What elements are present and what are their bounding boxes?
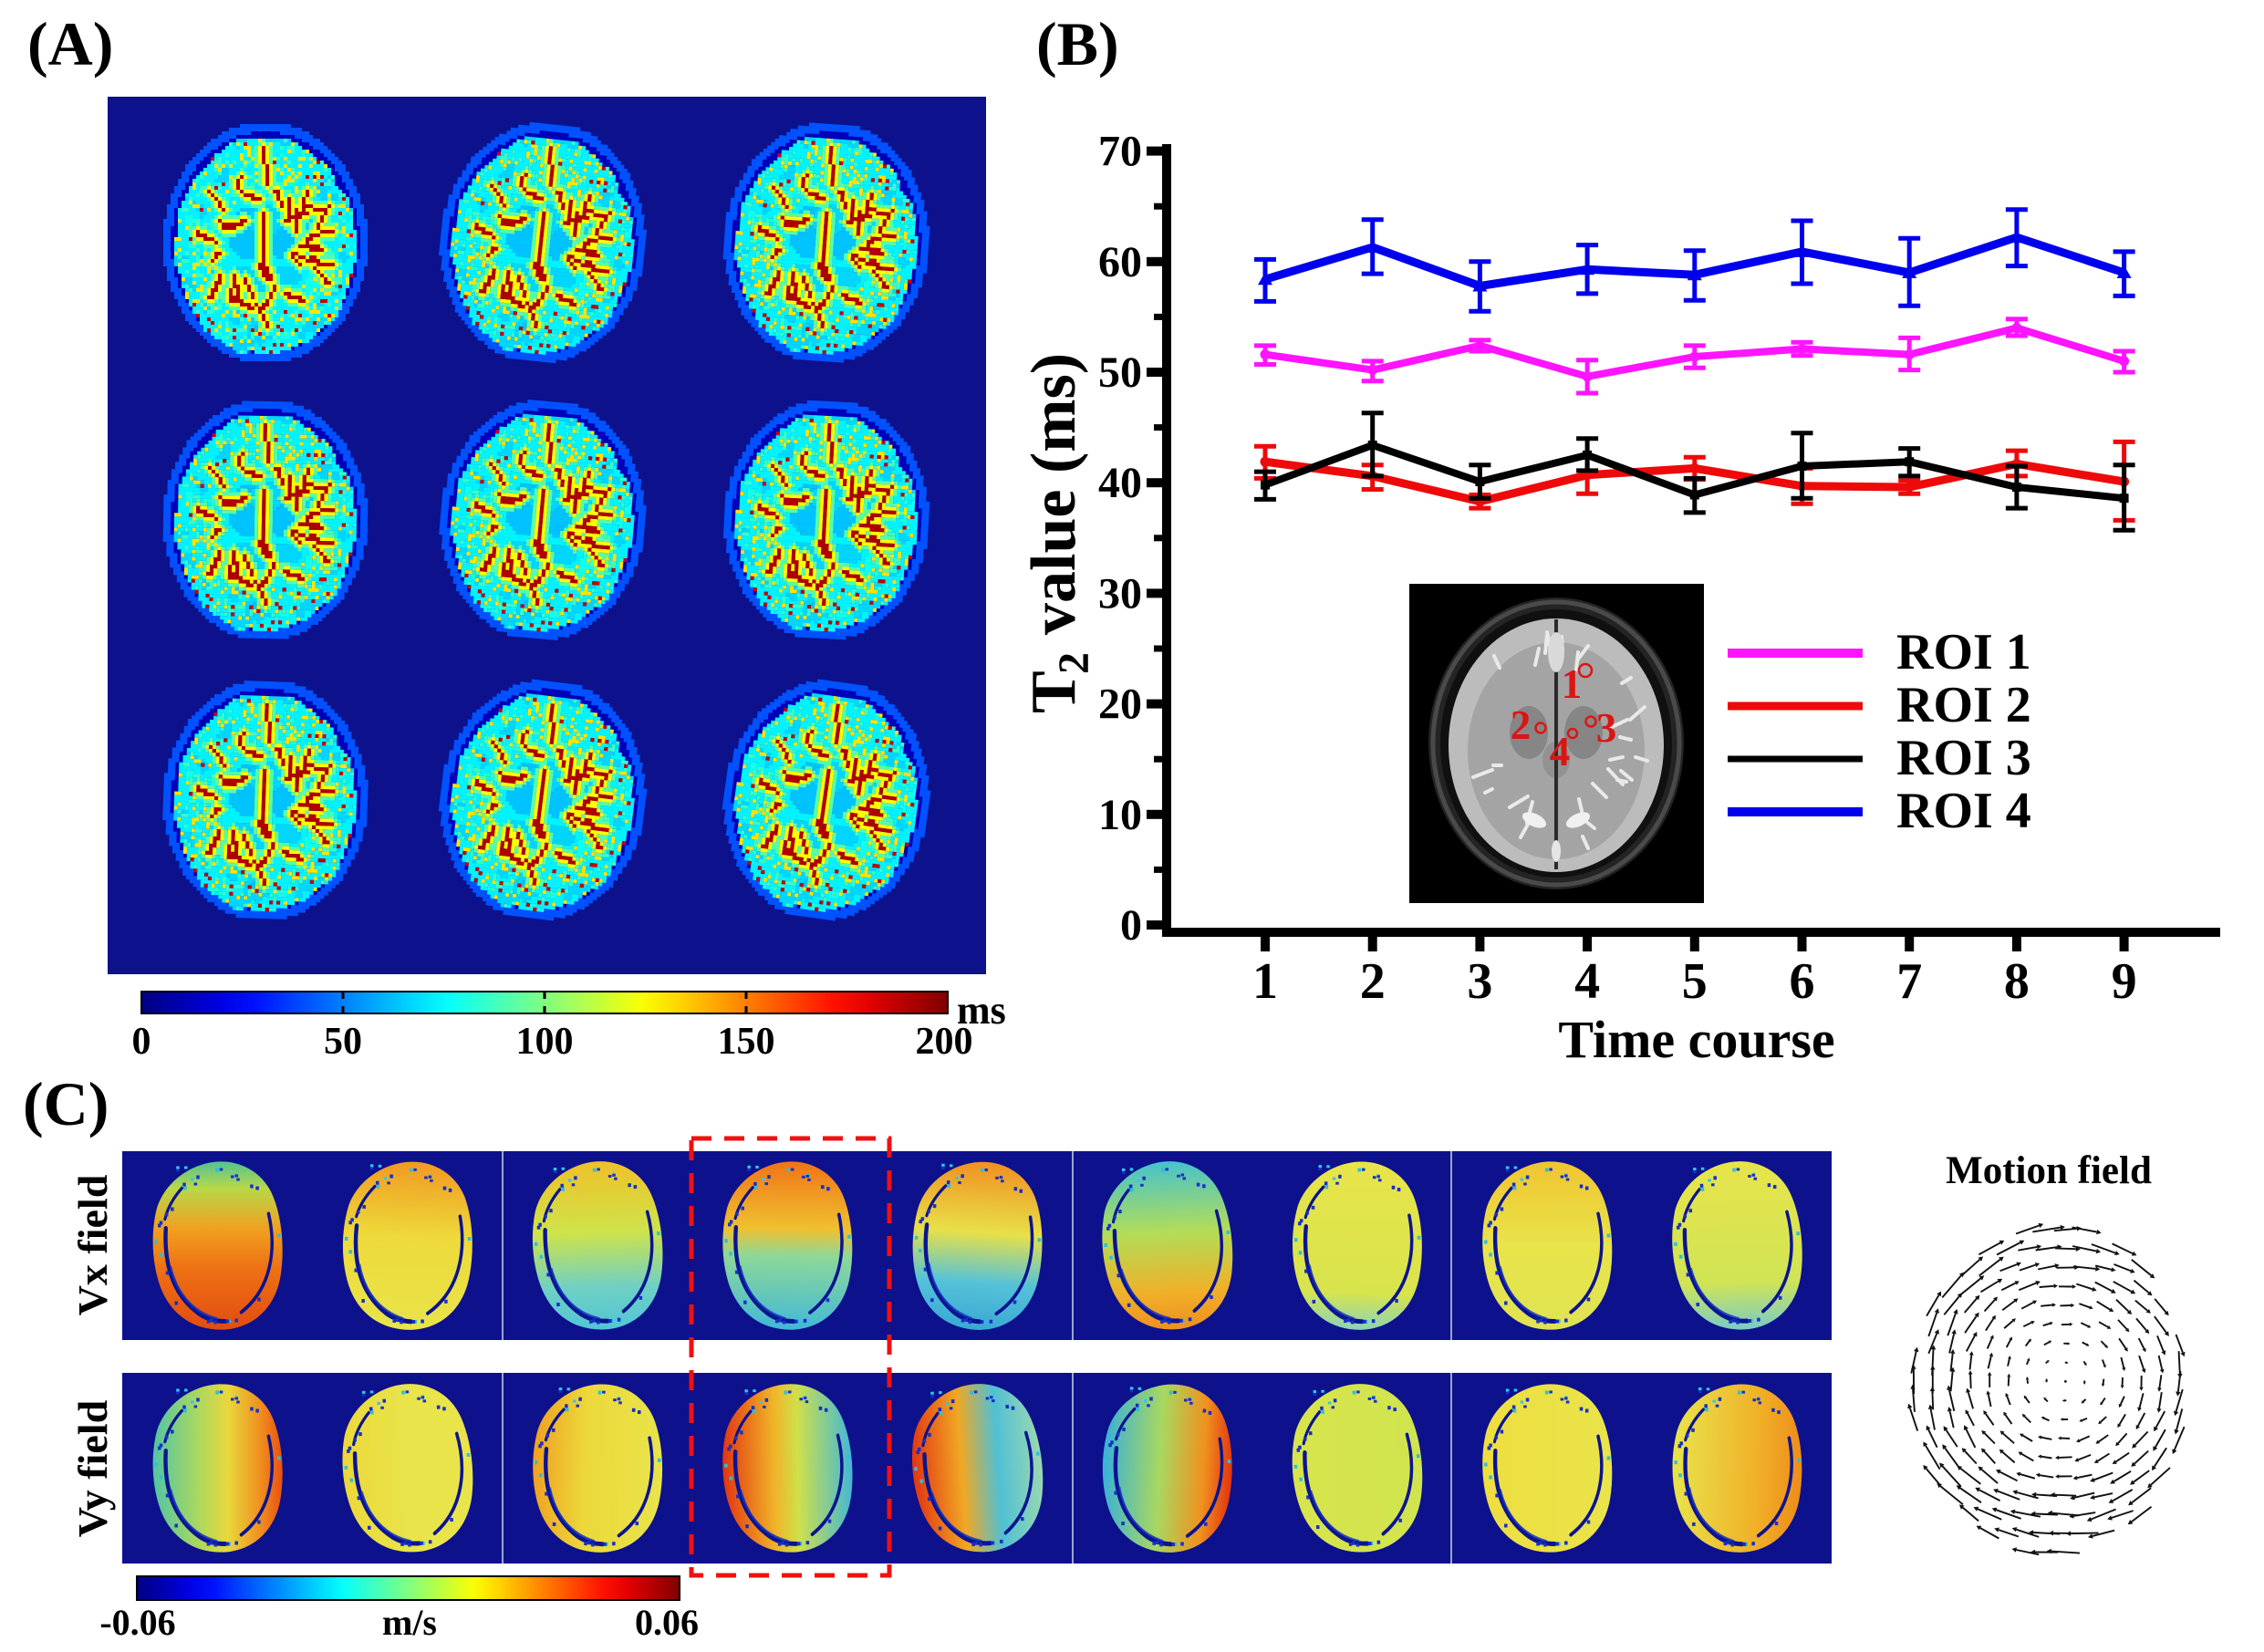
svg-text:2: 2 bbox=[1050, 652, 1098, 674]
svg-text:60: 60 bbox=[1098, 238, 1142, 286]
svg-text:ROI 2: ROI 2 bbox=[1896, 677, 2031, 733]
svg-text:3: 3 bbox=[1596, 705, 1617, 751]
svg-text:(B): (B) bbox=[1036, 9, 1119, 78]
svg-text:100: 100 bbox=[516, 1021, 574, 1063]
svg-text:ROI 4: ROI 4 bbox=[1896, 783, 2031, 839]
svg-text:2: 2 bbox=[1360, 953, 1386, 1010]
svg-text:0.06: 0.06 bbox=[635, 1602, 699, 1643]
svg-text:0: 0 bbox=[132, 1021, 151, 1063]
svg-text:30: 30 bbox=[1098, 569, 1142, 618]
svg-text:50: 50 bbox=[324, 1021, 362, 1063]
svg-text:(C): (C) bbox=[23, 1069, 109, 1138]
svg-text:50: 50 bbox=[1098, 348, 1142, 397]
svg-text:150: 150 bbox=[718, 1021, 775, 1063]
svg-text:20: 20 bbox=[1098, 681, 1142, 729]
svg-text:1: 1 bbox=[1562, 661, 1583, 707]
svg-text:5: 5 bbox=[1682, 953, 1708, 1010]
svg-text:4: 4 bbox=[1550, 729, 1571, 774]
svg-text:ROI 1: ROI 1 bbox=[1896, 624, 2031, 681]
svg-text:(A): (A) bbox=[27, 9, 113, 78]
svg-text:70: 70 bbox=[1098, 128, 1142, 176]
svg-text:10: 10 bbox=[1098, 791, 1142, 839]
svg-text:0: 0 bbox=[1120, 901, 1142, 950]
svg-text:-0.06: -0.06 bbox=[99, 1602, 175, 1643]
svg-text:9: 9 bbox=[2112, 953, 2137, 1010]
svg-text:T: T bbox=[1019, 670, 1089, 713]
svg-text:4: 4 bbox=[1574, 953, 1600, 1010]
svg-text:Vx field: Vx field bbox=[69, 1174, 116, 1315]
svg-text:ROI 3: ROI 3 bbox=[1896, 730, 2031, 786]
svg-text:6: 6 bbox=[1790, 953, 1815, 1010]
svg-text:2: 2 bbox=[1511, 702, 1532, 748]
svg-text:3: 3 bbox=[1467, 953, 1492, 1010]
svg-text:Motion field: Motion field bbox=[1946, 1149, 2152, 1192]
svg-text:7: 7 bbox=[1896, 953, 1922, 1010]
svg-text:value (ms): value (ms) bbox=[1019, 353, 1089, 635]
svg-text:m/s: m/s bbox=[382, 1602, 437, 1643]
svg-text:200: 200 bbox=[916, 1021, 973, 1063]
svg-text:8: 8 bbox=[2004, 953, 2030, 1010]
svg-text:40: 40 bbox=[1098, 459, 1142, 507]
svg-text:1: 1 bbox=[1252, 953, 1278, 1010]
svg-text:Time course: Time course bbox=[1558, 1010, 1834, 1069]
svg-text:Vy field: Vy field bbox=[69, 1399, 116, 1537]
svg-text:ms: ms bbox=[957, 988, 1006, 1033]
